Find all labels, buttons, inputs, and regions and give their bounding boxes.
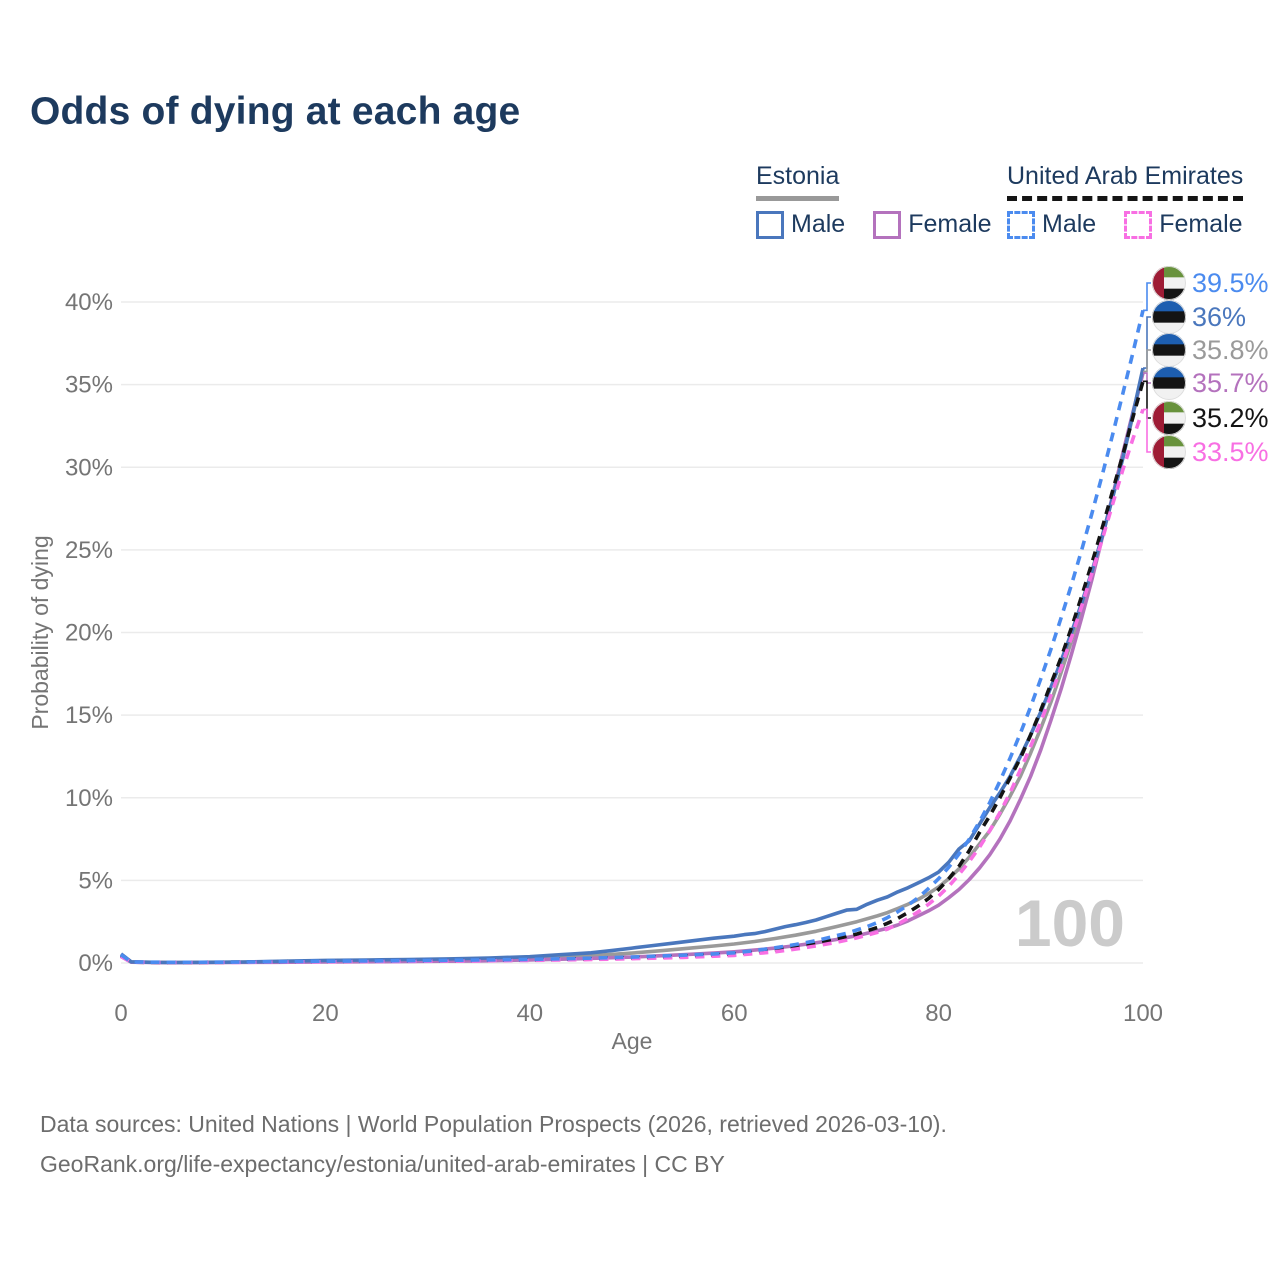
legend-label: Female — [1159, 210, 1243, 238]
series-line-uae_all[interactable] — [120, 380, 1145, 965]
data-source-footer: Data sources: United Nations | World Pop… — [40, 1104, 947, 1184]
uae-flag-icon — [1152, 401, 1186, 435]
footer-line-attribution: GeoRank.org/life-expectancy/estonia/unit… — [40, 1151, 725, 1177]
legend-item-uae-male[interactable]: Male — [1007, 210, 1096, 239]
x-axis-title: Age — [612, 1028, 653, 1054]
end-label-connector — [1143, 282, 1151, 312]
y-tick-label: 20% — [65, 620, 113, 647]
y-tick-label: 5% — [78, 867, 113, 894]
y-tick-label: 0% — [78, 950, 113, 977]
legend-item-estonia-female[interactable]: Female — [873, 210, 992, 239]
legend-row-estonia: Male Female — [756, 210, 992, 239]
end-label-value: 35.2% — [1192, 403, 1269, 433]
y-tick-label: 35% — [65, 372, 113, 399]
estonia-flag-icon — [1152, 366, 1186, 400]
uae-flag-icon — [1152, 435, 1186, 469]
series-line-uae_female[interactable] — [120, 408, 1145, 965]
x-tick-label: 0 — [114, 1000, 127, 1027]
legend-item-estonia-male[interactable]: Male — [756, 210, 845, 239]
series-line-est_all[interactable] — [120, 370, 1145, 965]
x-tick-label: 60 — [721, 1000, 748, 1027]
footer-line-sources: Data sources: United Nations | World Pop… — [40, 1111, 947, 1137]
end-label-connector — [1143, 349, 1151, 373]
series-line-est_female[interactable] — [120, 372, 1145, 965]
end-label-connector — [1143, 380, 1151, 419]
age-watermark: 100 — [1015, 886, 1125, 960]
end-label-value: 35.7% — [1192, 368, 1269, 398]
estonia-flag-icon — [1152, 333, 1186, 367]
estonia-female-swatch-icon — [873, 210, 902, 239]
x-tick-label: 20 — [312, 1000, 339, 1027]
chart-title: Odds of dying at each age — [30, 90, 521, 133]
x-tick-label: 100 — [1123, 1000, 1163, 1027]
legend-country-uae[interactable]: United Arab Emirates — [1007, 162, 1244, 201]
end-label-connector — [1143, 372, 1151, 384]
y-tick-label: 15% — [65, 702, 113, 729]
x-tick-label: 80 — [925, 1000, 952, 1027]
y-tick-label: 25% — [65, 537, 113, 564]
uae-female-swatch-icon — [1124, 210, 1153, 239]
x-tick-label: 40 — [516, 1000, 543, 1027]
end-label-value: 33.5% — [1192, 437, 1269, 467]
y-axis-title: Probability of dying — [27, 535, 53, 729]
estonia-male-swatch-icon — [756, 210, 784, 239]
y-tick-label: 10% — [65, 785, 113, 812]
estonia-flag-icon — [1152, 300, 1186, 334]
end-label-connector — [1143, 316, 1151, 369]
end-label-value: 39.5% — [1192, 268, 1269, 298]
legend-group-estonia: Estonia Male Female — [756, 162, 992, 239]
legend-label: Male — [791, 210, 846, 238]
end-label-connector — [1143, 408, 1151, 453]
legend-label: Female — [908, 210, 992, 238]
uae-male-swatch-icon — [1007, 210, 1035, 239]
end-label-value: 36% — [1192, 302, 1246, 332]
y-tick-label: 40% — [65, 289, 113, 316]
end-label-value: 35.8% — [1192, 335, 1269, 365]
legend-country-estonia[interactable]: Estonia — [756, 162, 840, 201]
legend-item-uae-female[interactable]: Female — [1124, 210, 1243, 239]
series-line-est_male[interactable] — [119, 367, 1145, 965]
y-tick-label: 30% — [65, 454, 113, 481]
legend-label: Male — [1042, 210, 1097, 238]
legend-group-uae: United Arab Emirates Male Female — [1007, 162, 1244, 239]
legend-row-uae: Male Female — [1007, 210, 1243, 239]
uae-flag-icon — [1152, 266, 1186, 300]
series-line-uae_male[interactable] — [119, 309, 1145, 965]
